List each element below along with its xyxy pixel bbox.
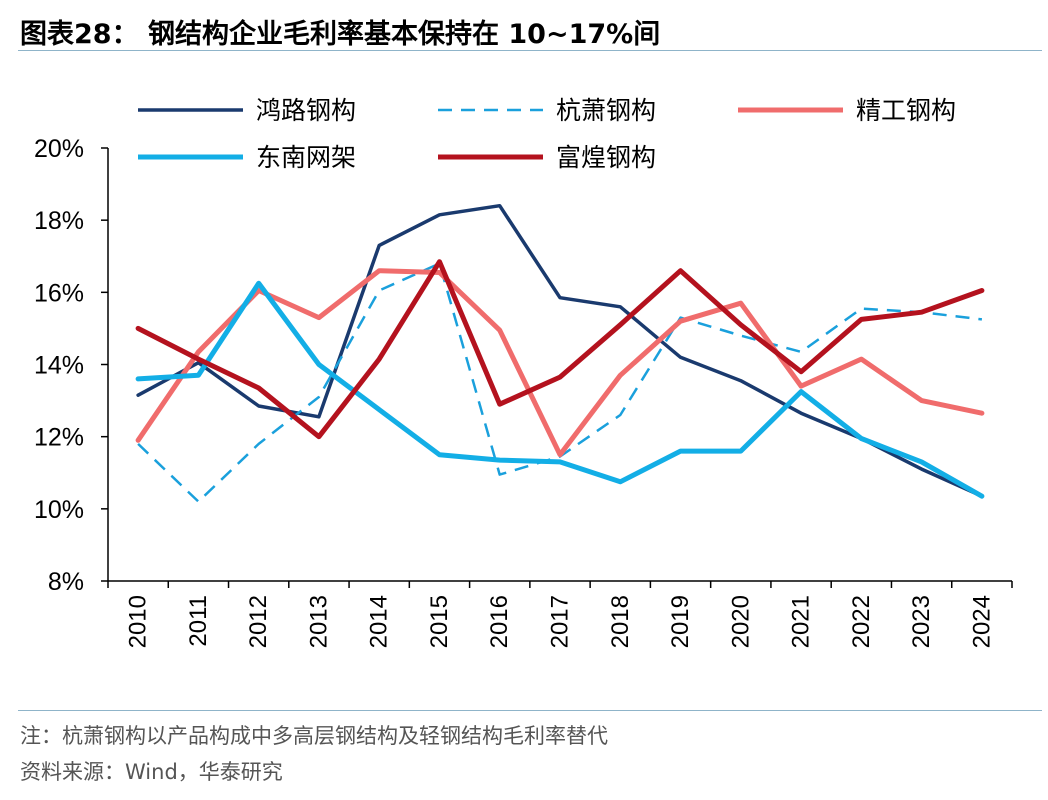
- chart-source: 资料来源：Wind，华泰研究: [20, 760, 283, 784]
- series-line-1: [136, 203, 984, 498]
- footer-divider: [18, 710, 1042, 711]
- x-tick-label: 2017: [547, 595, 574, 648]
- x-tick-label: 2013: [305, 595, 332, 648]
- y-tick-label: 18%: [34, 207, 84, 235]
- y-tick-label: 14%: [34, 352, 84, 380]
- title-divider: [18, 50, 1042, 51]
- y-tick-label: 16%: [34, 279, 84, 307]
- legend-label-1: 鸿路钢构: [256, 97, 356, 125]
- x-tick-label: 2018: [607, 595, 634, 648]
- x-tick-label: 2015: [426, 595, 453, 648]
- x-tick-label: 2022: [848, 595, 875, 648]
- x-tick-label: 2014: [366, 595, 393, 648]
- x-tick-label: 2012: [245, 595, 272, 648]
- x-tick-label: 2019: [667, 595, 694, 648]
- y-tick-label: 12%: [34, 424, 84, 452]
- x-tick-label: 2011: [185, 595, 212, 647]
- legend-label-3: 精工钢构: [856, 97, 956, 125]
- y-tick-label: 10%: [34, 496, 84, 524]
- x-tick-label: 2016: [486, 595, 513, 648]
- line-chart: 8% 10% 12% 14% 16% 18% 20% 2010 2011 2012 2013 2014…: [34, 97, 1013, 648]
- y-tick-label: 20%: [34, 135, 84, 163]
- x-tick-label: 2023: [908, 595, 935, 648]
- series-line-3: [135, 268, 985, 458]
- y-tick-label: 8%: [48, 568, 84, 596]
- legend-label-2: 杭萧钢构: [556, 97, 656, 125]
- x-tick-label: 2010: [125, 595, 152, 648]
- legend-label-4: 东南网架: [256, 144, 356, 172]
- x-tick-label: 2020: [727, 595, 754, 648]
- x-tick-label: 2021: [788, 595, 815, 648]
- figure-title: 图表28： 钢结构企业毛利率基本保持在 10~17%间: [20, 19, 661, 50]
- series-line-4: [135, 280, 985, 499]
- series-line-5: [135, 259, 985, 440]
- x-tick-label: 2024: [968, 595, 995, 648]
- legend-label-5: 富煌钢构: [556, 144, 656, 172]
- chart-note: 注：杭萧钢构以产品构成中多高层钢结构及轻钢结构毛利率替代: [20, 724, 608, 748]
